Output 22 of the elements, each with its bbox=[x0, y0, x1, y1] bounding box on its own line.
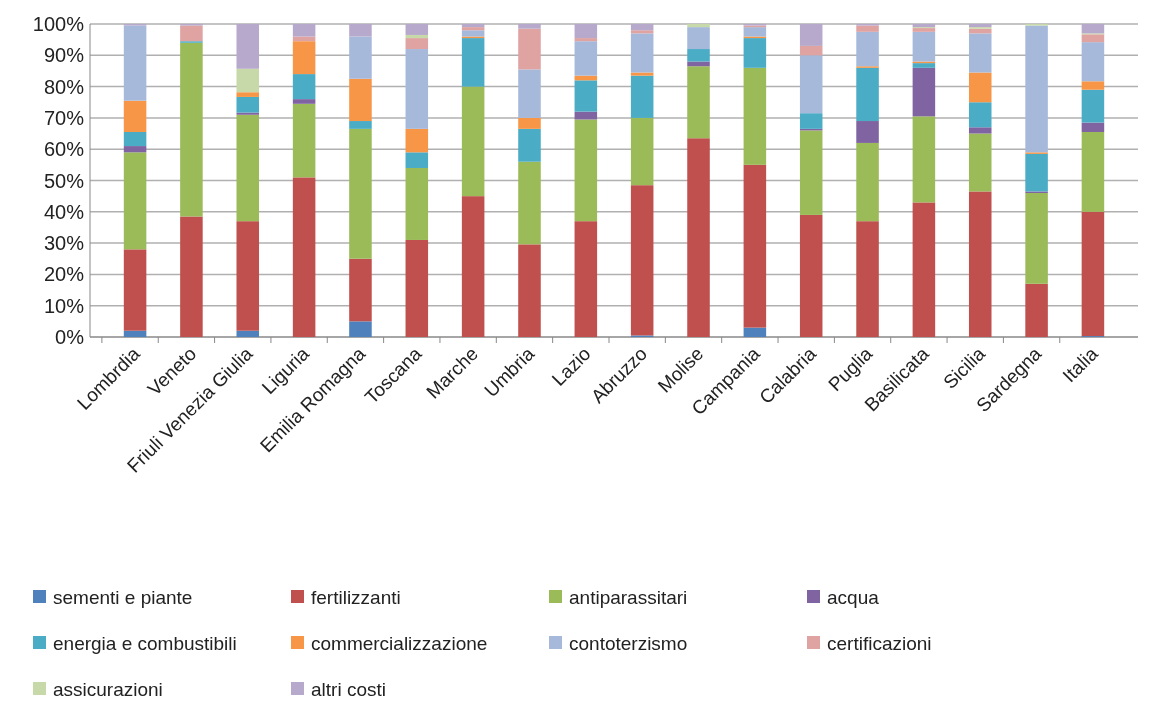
legend-label: certificazioni bbox=[827, 632, 932, 654]
y-tick-label: 30% bbox=[43, 232, 85, 255]
legend-label: antiparassitari bbox=[569, 586, 688, 608]
legend-label: sementi e piante bbox=[53, 586, 193, 608]
legend-label: altri costi bbox=[311, 678, 386, 700]
legend-label: assicurazioni bbox=[53, 678, 163, 700]
y-tick-label: 0% bbox=[55, 326, 85, 348]
y-tick-label: 80% bbox=[43, 75, 85, 98]
legend-label: acqua bbox=[827, 586, 880, 608]
y-tick-label: 70% bbox=[43, 106, 85, 129]
legend-label: energia e combustibili bbox=[53, 632, 237, 654]
y-tick-label: 10% bbox=[43, 294, 85, 317]
y-tick-label: 20% bbox=[43, 263, 85, 286]
legend-label: commercializzazione bbox=[311, 632, 488, 654]
y-tick-label: 60% bbox=[43, 138, 85, 161]
legend-label: contoterzismo bbox=[569, 632, 688, 654]
y-tick-label: 100% bbox=[32, 13, 85, 35]
x-tick-label: Italia bbox=[1058, 342, 1103, 387]
legend-label: fertilizzanti bbox=[311, 586, 401, 608]
y-tick-label: 40% bbox=[43, 200, 85, 223]
y-tick-label: 90% bbox=[43, 44, 85, 67]
y-tick-label: 50% bbox=[43, 169, 85, 192]
